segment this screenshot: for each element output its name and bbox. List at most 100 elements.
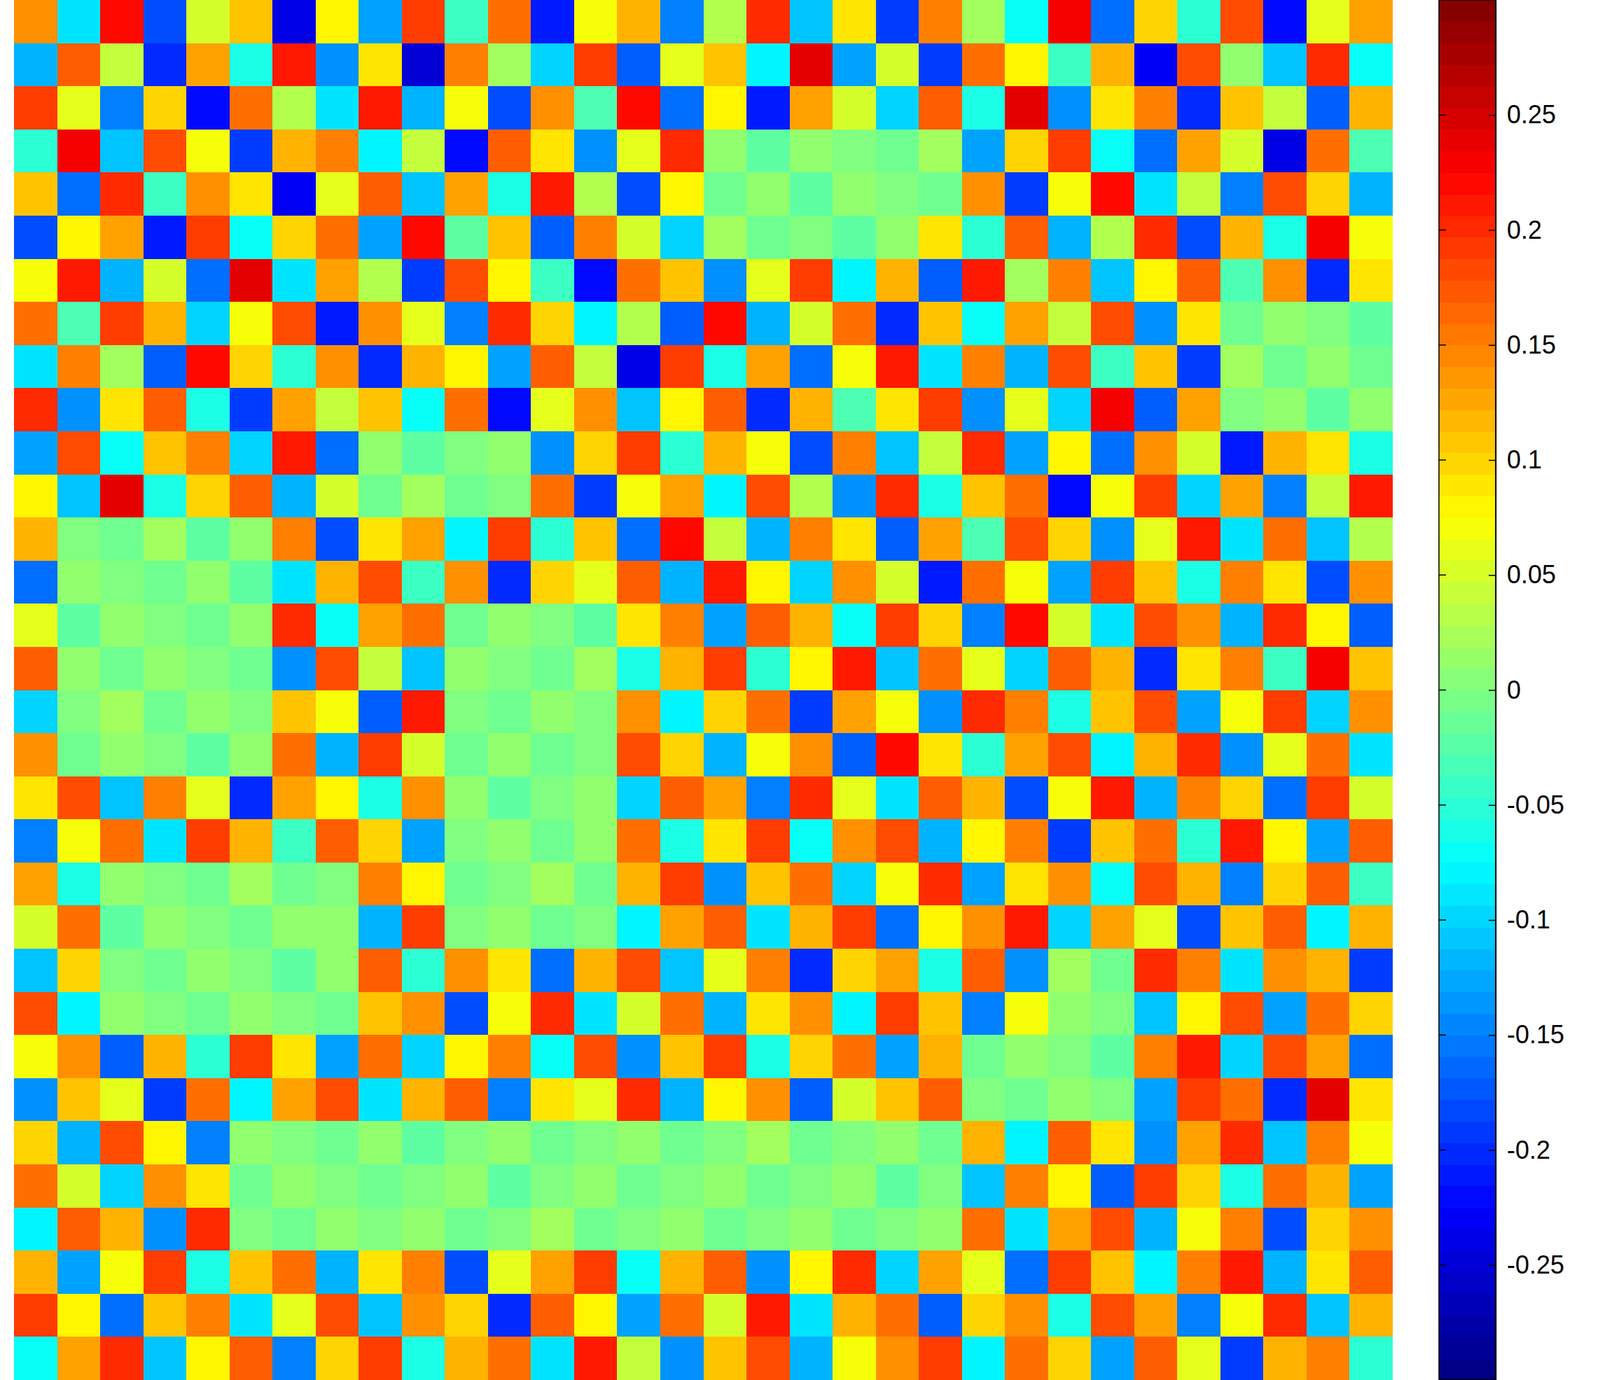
cell — [14, 1294, 58, 1338]
colorbar-swatch — [1438, 107, 1496, 130]
cell — [1306, 1207, 1351, 1252]
cell — [401, 905, 446, 949]
cell — [918, 1250, 963, 1295]
cell — [272, 215, 316, 260]
cell — [1263, 690, 1307, 734]
cell — [57, 1294, 101, 1338]
cell — [1004, 819, 1049, 863]
cell — [1048, 1078, 1092, 1122]
cell — [1220, 992, 1264, 1036]
colorbar-swatch — [1438, 366, 1496, 389]
cell — [918, 603, 963, 648]
cell — [1349, 43, 1393, 87]
cell — [186, 1336, 230, 1380]
cell — [401, 1078, 446, 1122]
cell — [1349, 647, 1393, 691]
cell — [962, 1034, 1006, 1079]
cell — [1306, 1336, 1351, 1380]
cell — [789, 1336, 834, 1380]
cell — [186, 1250, 230, 1295]
cell — [57, 776, 101, 820]
cell — [315, 733, 360, 777]
tick-mark — [1488, 920, 1496, 922]
cell — [746, 387, 790, 432]
cell — [1177, 215, 1221, 260]
cell — [1004, 690, 1049, 734]
tick-label: -0.05 — [1506, 790, 1565, 820]
cell — [1134, 819, 1178, 863]
cell — [143, 819, 187, 863]
cell — [444, 259, 489, 303]
cell — [229, 301, 274, 346]
cell — [1134, 1294, 1178, 1338]
cell — [789, 862, 834, 907]
cell — [1048, 1336, 1092, 1380]
cell — [315, 560, 360, 605]
cell — [574, 819, 618, 863]
cell — [703, 1034, 748, 1079]
cell — [574, 517, 618, 561]
cell — [875, 387, 920, 432]
cell — [1306, 992, 1351, 1036]
cell — [1134, 560, 1178, 605]
colorbar-swatch — [1438, 323, 1496, 346]
cell — [530, 43, 575, 87]
cell — [1220, 43, 1264, 87]
cell — [186, 1164, 230, 1208]
cell — [660, 215, 704, 260]
cell — [229, 1164, 274, 1208]
cell — [746, 819, 790, 863]
cell — [1134, 301, 1178, 346]
cell — [703, 1250, 748, 1295]
cell — [660, 560, 704, 605]
cell — [14, 1121, 58, 1165]
cell — [14, 431, 58, 475]
cell — [616, 905, 661, 949]
cell — [1263, 43, 1307, 87]
tick-mark — [1438, 919, 1446, 921]
cell — [143, 215, 187, 260]
cell — [574, 129, 618, 173]
cell — [530, 560, 575, 605]
cell — [1349, 690, 1393, 734]
colorbar-swatch — [1438, 905, 1496, 928]
cell — [832, 517, 876, 561]
cell — [703, 992, 748, 1036]
cell — [143, 387, 187, 432]
cell — [1004, 1034, 1049, 1079]
cell — [1048, 819, 1092, 863]
cell — [746, 1336, 790, 1380]
cell — [229, 259, 274, 303]
cell — [660, 733, 704, 777]
cell — [57, 86, 101, 130]
cell — [401, 733, 446, 777]
cell — [1177, 1121, 1221, 1165]
cell — [1090, 129, 1135, 173]
colorbar-swatch — [1438, 0, 1496, 22]
cell — [1134, 1121, 1178, 1165]
cell — [1306, 1164, 1351, 1208]
cell — [186, 948, 230, 993]
cell — [1090, 560, 1135, 605]
cell — [315, 431, 360, 475]
cell — [1134, 1207, 1178, 1252]
cell — [1090, 1078, 1135, 1122]
cell — [1177, 431, 1221, 475]
colorbar-swatch — [1438, 776, 1496, 799]
cell — [832, 474, 876, 519]
tick-mark — [1488, 805, 1496, 807]
colorbar-swatch — [1438, 840, 1496, 863]
cell — [229, 733, 274, 777]
cell — [401, 862, 446, 907]
cell — [746, 86, 790, 130]
tick-mark — [1488, 689, 1496, 692]
cell — [488, 992, 532, 1036]
cell — [401, 431, 446, 475]
cell — [444, 603, 489, 648]
cell — [1349, 172, 1393, 216]
cell — [186, 517, 230, 561]
cell — [186, 172, 230, 216]
cell — [616, 129, 661, 173]
cell — [616, 517, 661, 561]
cell — [530, 387, 575, 432]
